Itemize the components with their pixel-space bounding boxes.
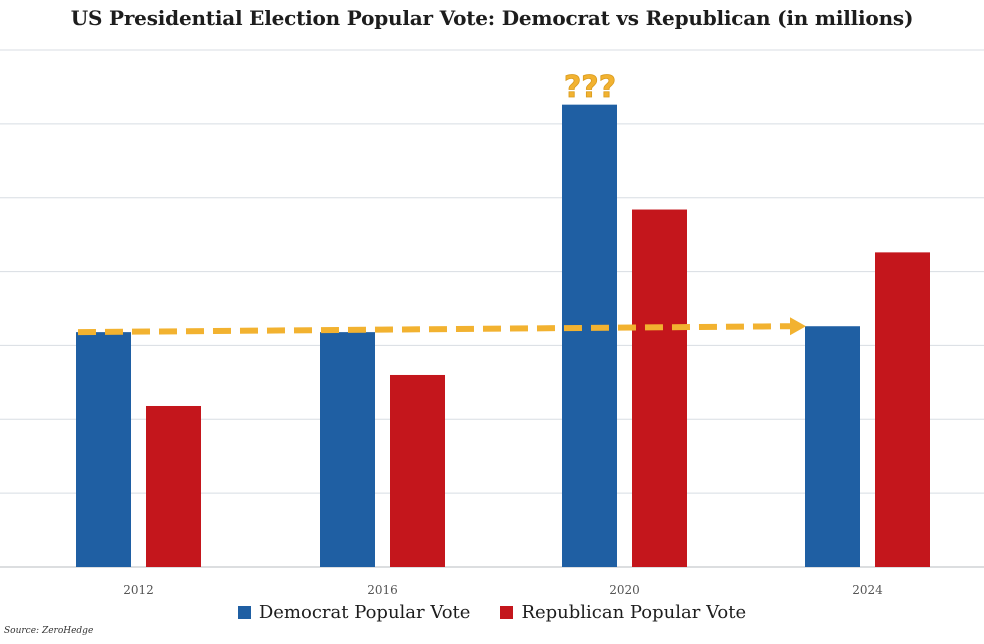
bar-democrat <box>76 332 131 567</box>
x-tick-label: 2024 <box>852 583 883 597</box>
bar-democrat <box>805 326 860 567</box>
legend-label-democrat: Democrat Popular Vote <box>258 602 471 623</box>
annotation-question-marks: ??? <box>564 70 616 105</box>
x-tick-label: 2020 <box>609 583 640 597</box>
bar-democrat <box>562 104 617 567</box>
bar-democrat <box>320 332 375 567</box>
chart-title: US Presidential Election Popular Vote: D… <box>70 6 914 30</box>
legend-label-republican: Republican Popular Vote <box>521 602 747 623</box>
x-tick-label: 2012 <box>123 583 154 597</box>
legend-swatch-republican <box>500 606 514 619</box>
legend: Democrat Popular Vote Republican Popular… <box>0 602 984 623</box>
bar-republican <box>146 405 201 567</box>
source-note: Source: ZeroHedge <box>4 626 94 636</box>
legend-swatch-democrat <box>237 606 251 619</box>
bar-republican <box>632 209 687 567</box>
bar-republican <box>875 252 930 567</box>
x-tick-label: 2016 <box>367 583 398 597</box>
trend-line <box>77 323 791 336</box>
legend-item-republican: Republican Popular Vote <box>500 602 746 623</box>
trend-arrowhead <box>790 317 806 336</box>
legend-item-democrat: Democrat Popular Vote <box>237 602 471 623</box>
bar-republican <box>390 374 445 567</box>
